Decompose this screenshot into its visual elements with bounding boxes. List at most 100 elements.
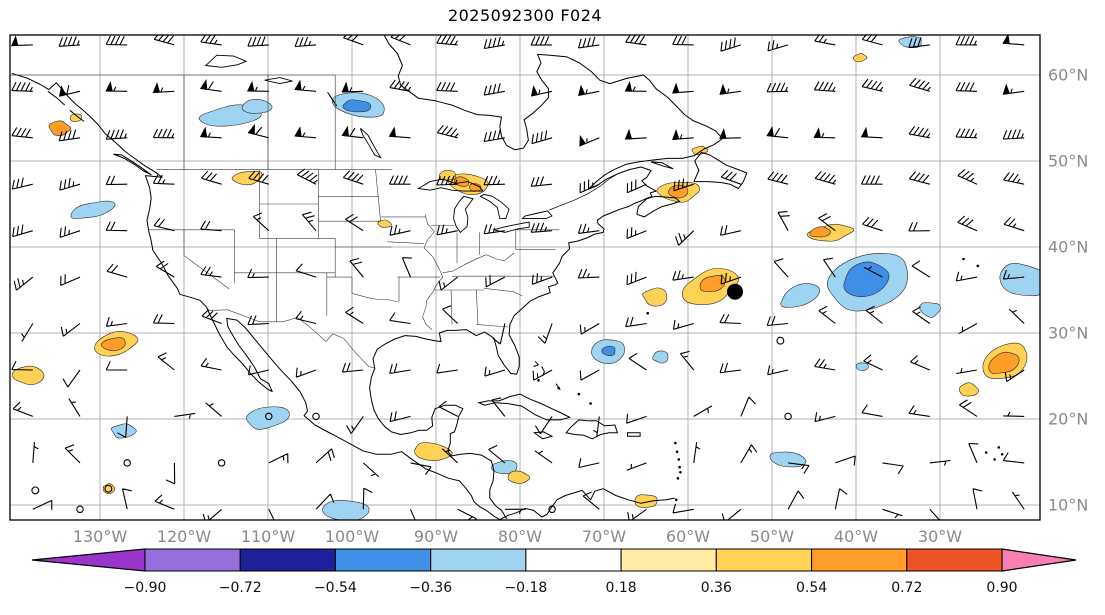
wind-barb-pennants [11,35,1010,147]
anomaly-patch-pos1 [69,113,83,122]
lat-tick-label: 50°N [1048,152,1088,171]
small-island-dot [577,392,581,396]
small-island-dot [674,498,678,502]
lake-outline [492,221,530,233]
lon-tick-label: 110°W [241,527,296,546]
anomaly-patch-pos1 [377,219,392,228]
coastline [113,153,152,176]
coastline [369,35,723,520]
lat-tick-label: 30°N [1048,324,1088,343]
lon-tick-label: 40°W [834,527,878,546]
anomaly-patch-pos1 [438,170,456,181]
small-island-dot [675,450,679,454]
coastline [499,488,675,520]
lon-tick-label: 100°W [325,527,380,546]
colorbar-extend-left [31,548,146,572]
colorbar-segment [525,548,622,572]
lon-tick-label: 130°W [73,527,128,546]
small-island-dot [997,446,1001,449]
admin-border [351,293,399,303]
calm-wind-circle [548,505,556,514]
colorbar-segment [430,548,527,572]
lat-tick-label: 60°N [1048,66,1088,85]
lake-outline [264,77,293,85]
plot-frame [9,34,1041,521]
colorbar-tick-label: −0.18 [504,580,547,596]
colorbar-tick-label: 0.18 [606,580,637,596]
lat-tick-label: 10°N [1048,496,1088,515]
admin-border [183,229,230,290]
anomaly-patch-neg1 [855,362,869,371]
calm-wind-circle [776,336,785,345]
colorbar-tick-label: 0.72 [891,580,922,596]
colorbar-segment [906,548,1003,572]
coastline [650,161,674,170]
anomaly-patch-neg1 [246,406,290,430]
admin-border [476,324,509,328]
lake-outline [453,195,474,234]
lon-tick-label: 90°W [414,527,458,546]
lon-tick-label: 70°W [582,527,626,546]
admin-border [483,288,523,297]
coastline [47,90,66,106]
lat-tick-label: 40°N [1048,238,1088,257]
lon-tick-label: 120°W [157,527,212,546]
calm-wind-circle [312,412,320,421]
colorbar-segment [715,548,812,572]
colorbar-tick-label: −0.54 [314,580,357,596]
small-island-dot [976,264,980,268]
small-island-dot [589,402,592,405]
lake-outline [204,54,248,68]
lake-outline [479,194,510,220]
colorbar-segment [334,548,432,572]
anomaly-patch-pos2 [988,351,1020,374]
anomaly-patch-neg1 [322,499,370,520]
anomaly-patch-pos1 [634,494,658,508]
anomaly-patch-neg2 [601,345,616,356]
lake-outline [521,210,553,220]
anomaly-patch-pos1 [414,442,453,461]
colorbar-tick-label: 0.36 [701,580,732,596]
small-island-dot [962,257,965,261]
anomaly-patch-neg1 [70,200,116,219]
lake-outline [327,91,338,107]
anomaly-patch-pos2 [48,120,72,137]
coastline [533,361,539,367]
small-island-dot [646,311,649,315]
small-island-dot [676,477,680,480]
anomaly-patch-neg1 [769,451,807,468]
calm-wind-circle [76,505,84,514]
small-island-dot [678,465,681,469]
lon-tick-label: 50°W [750,527,794,546]
river [549,173,618,211]
annotations-layer: 60°N 50°N 40°N 30°N 20°N 10°N 130°W 120°W 110°W 1… [9,34,1088,596]
small-island-dot [993,458,996,461]
colorbar-tick-label: 0.54 [796,580,827,596]
colorbar-segment [620,548,717,572]
wind-barb-staffs [11,35,1025,520]
lon-tick-label: 30°W [918,527,962,546]
small-island-dot [677,458,681,461]
anomaly-patch-neg2 [342,99,372,113]
lon-tick-label: 80°W [498,527,542,546]
admin-border [476,289,479,325]
anomaly-patch-pos2 [809,226,831,238]
calm-wind-circle [31,486,40,495]
coastline [69,109,85,122]
storm-position-marker [727,283,743,300]
colorbar-extend-right [1001,548,1077,572]
anomaly-shading-layer [12,36,1040,520]
anomaly-patch-pos1 [958,382,979,397]
colorbar-segment [811,548,908,572]
admin-border [450,289,453,325]
admin-border [422,214,444,330]
colorbar-tick-label: 0.90 [986,580,1017,596]
anomaly-patch-pos1 [231,170,263,186]
colorbar-tick-label: −0.36 [409,580,452,596]
colorbar-segment [144,548,241,572]
lon-tick-label: 60°W [666,527,710,546]
admin-border [387,241,425,244]
small-island-dot [1000,453,1004,456]
